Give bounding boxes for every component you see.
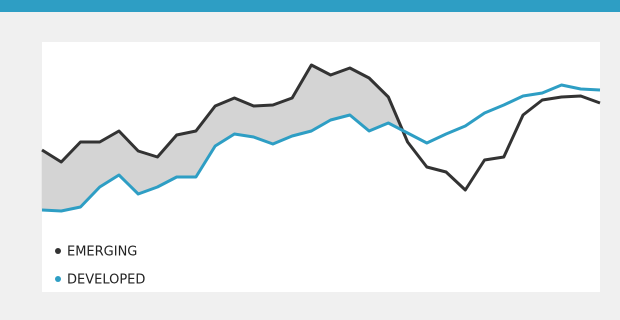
difference-area	[330, 67, 351, 121]
legend-marker	[55, 276, 61, 282]
line	[41, 63, 601, 192]
top-bar	[0, 0, 620, 12]
line	[41, 83, 601, 213]
legend-label: DEVELOPED	[67, 273, 145, 288]
legend-label: EMERGING	[67, 245, 137, 260]
legend-marker	[55, 248, 61, 254]
difference-area	[176, 130, 197, 178]
